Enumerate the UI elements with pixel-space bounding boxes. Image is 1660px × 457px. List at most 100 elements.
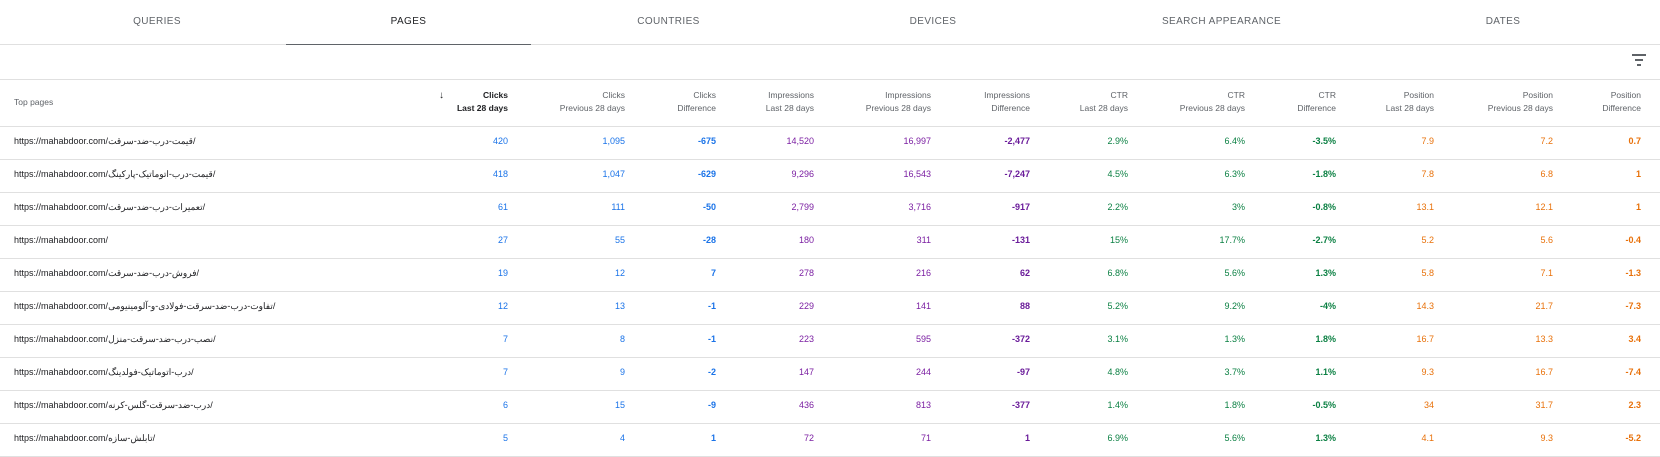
header-clicks-last[interactable]: ↓ Clicks Last 28 days [439, 89, 508, 115]
cell-impr-diff: -377 [1011, 400, 1030, 410]
table-row[interactable]: https://mahabdoor.com/تفاوت-درب-ضد-سرقت-… [0, 292, 1660, 325]
cell-impr-last: 14,520 [786, 136, 814, 146]
report-tabs: QUERIES PAGES COUNTRIES DEVICES SEARCH APPEA… [0, 0, 1660, 45]
header-period: Difference [1297, 103, 1336, 113]
table-row[interactable]: https://mahabdoor.com/درب-اتوماتیک-فولدی… [0, 358, 1660, 391]
cell-impr-last: 436 [798, 400, 814, 410]
page-url[interactable]: https://mahabdoor.com/ [14, 235, 109, 245]
cell-clicks-last: 19 [497, 268, 508, 278]
cell-ctr-diff: -4% [1319, 301, 1336, 311]
cell-impr-prev: 311 [916, 235, 931, 245]
header-clicks-diff[interactable]: Clicks Difference [677, 89, 716, 115]
table-row[interactable]: https://mahabdoor.com/فروش-درب-ضد-سرقت/1… [0, 259, 1660, 292]
header-metric: Impressions [984, 90, 1030, 100]
cell-pos-prev: 6.8 [1540, 169, 1553, 179]
header-pos-prev[interactable]: Position Previous 28 days [1488, 89, 1553, 115]
cell-pos-last: 7.8 [1421, 169, 1434, 179]
cell-ctr-diff: -0.8% [1312, 202, 1336, 212]
cell-pos-last: 5.2 [1421, 235, 1434, 245]
cell-ctr-last: 15% [1109, 235, 1128, 245]
table-row[interactable]: https://mahabdoor.com/قیمت-درب-ضد-سرقت/4… [0, 127, 1660, 160]
sort-arrow-icon[interactable]: ↓ [438, 90, 444, 101]
table-row[interactable]: https://mahabdoor.com/27 55 -28 180 311 -131 1… [0, 226, 1660, 259]
page-url[interactable]: https://mahabdoor.com/تفاوت-درب-ضد-سرقت-… [14, 301, 276, 311]
header-pos-diff[interactable]: Position Difference [1602, 89, 1641, 115]
table-row[interactable]: https://mahabdoor.com/قیمت-درب-اتوماتیک-… [0, 160, 1660, 193]
cell-impr-diff: -2,477 [1004, 136, 1030, 146]
header-impr-prev[interactable]: Impressions Previous 28 days [866, 89, 931, 115]
cell-impr-prev: 595 [915, 334, 931, 344]
cell-ctr-diff: -1.8% [1312, 169, 1336, 179]
table-row[interactable]: https://mahabdoor.com/تابلش-سازه/5 4 1 72 71… [0, 424, 1660, 457]
cell-pos-diff: -0.4 [1625, 235, 1641, 245]
cell-impr-diff: 1 [1024, 433, 1030, 443]
cell-ctr-last: 6.8% [1107, 268, 1128, 278]
header-period: Last 28 days [1079, 103, 1128, 113]
cell-ctr-diff: -3.5% [1312, 136, 1336, 146]
header-metric: Impressions [885, 90, 931, 100]
page-url[interactable]: https://mahabdoor.com/قیمت-درب-اتوماتیک-… [14, 169, 216, 179]
table-row[interactable]: https://mahabdoor.com/درب-ضد-سرقت-گلس-کر… [0, 391, 1660, 424]
header-impr-diff[interactable]: Impressions Difference [984, 89, 1030, 115]
table-row[interactable]: https://mahabdoor.com/نصب-درب-ضد-سرقت-من… [0, 325, 1660, 358]
cell-clicks-prev: 1,047 [602, 169, 625, 179]
header-impr-last[interactable]: Impressions Last 28 days [766, 89, 814, 115]
cell-clicks-diff: -28 [702, 235, 716, 245]
header-ctr-diff[interactable]: CTR Difference [1297, 89, 1336, 115]
page-url[interactable]: https://mahabdoor.com/تعمیرات-درب-ضد-سرق… [14, 202, 206, 212]
cell-impr-prev: 3,716 [908, 202, 931, 212]
tab-dates[interactable]: DATES [1485, 16, 1521, 27]
cell-pos-diff: 0.7 [1628, 136, 1641, 146]
tab-devices[interactable]: DEVICES [909, 16, 957, 27]
cell-pos-diff: -1.3 [1625, 268, 1641, 278]
cell-clicks-prev: 111 [611, 202, 625, 212]
cell-clicks-last: 61 [497, 202, 508, 212]
header-ctr-prev[interactable]: CTR Previous 28 days [1180, 89, 1245, 115]
cell-clicks-prev: 4 [619, 433, 625, 443]
cell-clicks-diff: -2 [707, 367, 716, 377]
cell-impr-diff: -131 [1011, 235, 1030, 245]
page-url[interactable]: https://mahabdoor.com/نصب-درب-ضد-سرقت-من… [14, 334, 216, 344]
cell-impr-last: 147 [798, 367, 814, 377]
tab-search-appearance[interactable]: SEARCH APPEARANCE [1161, 16, 1282, 27]
top-pages-header: Top pages [14, 97, 54, 107]
header-metric: CTR [1227, 90, 1245, 100]
cell-ctr-diff: 1.1% [1315, 367, 1336, 377]
page-url[interactable]: https://mahabdoor.com/قیمت-درب-ضد-سرقت/ [14, 136, 196, 146]
cell-impr-diff: -372 [1011, 334, 1030, 344]
tab-pages[interactable]: PAGES [286, 0, 531, 45]
tab-queries[interactable]: QUERIES [133, 16, 181, 27]
tab-countries[interactable]: COUNTRIES [637, 16, 700, 27]
page-url[interactable]: https://mahabdoor.com/درب-اتوماتیک-فولدی… [14, 367, 194, 377]
header-metric: Position [1403, 90, 1434, 100]
header-pos-last[interactable]: Position Last 28 days [1386, 89, 1434, 115]
table-row[interactable]: https://mahabdoor.com/تعمیرات-درب-ضد-سرق… [0, 193, 1660, 226]
header-ctr-last[interactable]: CTR Last 28 days [1080, 89, 1128, 115]
header-metric: Clicks [693, 90, 716, 100]
cell-clicks-diff: -50 [702, 202, 716, 212]
cell-pos-last: 34 [1423, 400, 1434, 410]
cell-impr-prev: 16,997 [903, 136, 931, 146]
filter-icon[interactable] [1632, 54, 1646, 66]
cell-impr-diff: -97 [1016, 367, 1030, 377]
cell-pos-prev: 7.1 [1540, 268, 1553, 278]
cell-ctr-prev: 1.3% [1224, 334, 1245, 344]
cell-pos-last: 16.7 [1416, 334, 1434, 344]
page-url[interactable]: https://mahabdoor.com/فروش-درب-ضد-سرقت/ [14, 268, 200, 278]
table-toolbar [0, 44, 1660, 80]
cell-pos-last: 5.8 [1421, 268, 1434, 278]
cell-impr-prev: 813 [915, 400, 931, 410]
cell-impr-diff: -7,247 [1004, 169, 1030, 179]
cell-clicks-diff: -1 [707, 301, 716, 311]
cell-clicks-last: 418 [492, 169, 508, 179]
page-url[interactable]: https://mahabdoor.com/درب-ضد-سرقت-گلس-کر… [14, 400, 213, 410]
cell-pos-last: 13.1 [1416, 202, 1434, 212]
header-period: Difference [677, 103, 716, 113]
cell-pos-diff: -5.2 [1625, 433, 1641, 443]
header-clicks-prev[interactable]: Clicks Previous 28 days [560, 89, 625, 115]
cell-ctr-diff: 1.8% [1315, 334, 1336, 344]
cell-impr-last: 9,296 [791, 169, 814, 179]
cell-ctr-diff: -0.5% [1312, 400, 1336, 410]
cell-ctr-diff: 1.3% [1315, 433, 1336, 443]
page-url[interactable]: https://mahabdoor.com/تابلش-سازه/ [14, 433, 156, 443]
